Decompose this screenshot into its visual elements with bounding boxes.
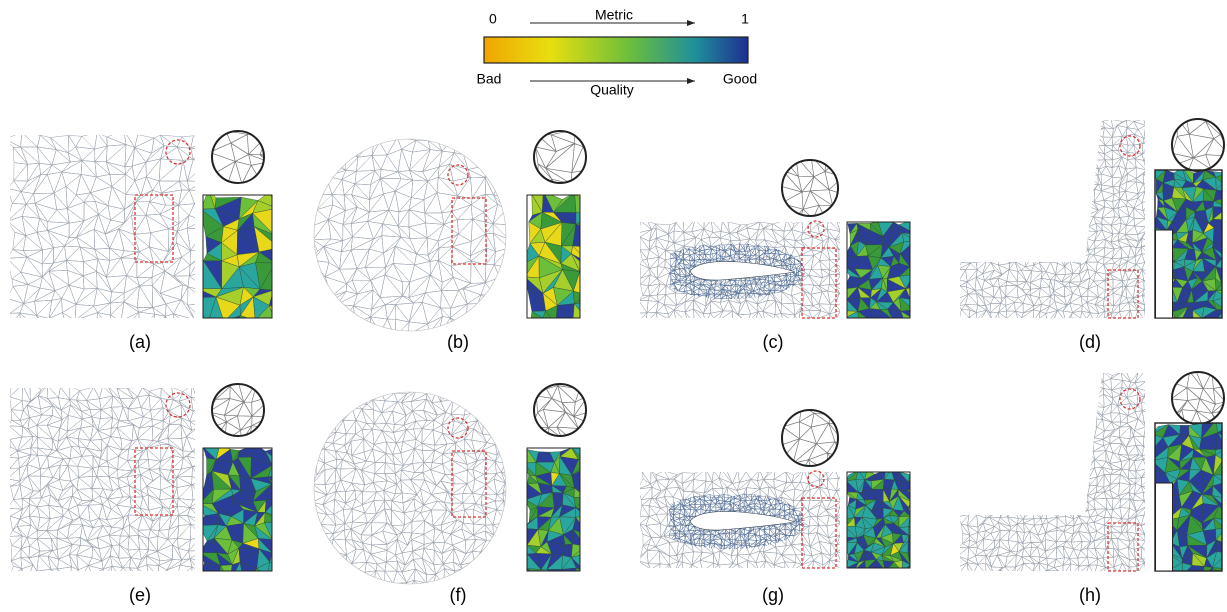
- inset-white: [1156, 230, 1173, 318]
- bad-label: Bad: [477, 71, 502, 87]
- quality-inset: [199, 444, 298, 595]
- highlight: [808, 471, 824, 487]
- max-label: 1: [741, 11, 749, 27]
- min-label: 0: [489, 11, 497, 27]
- panel-label: (d): [1079, 332, 1101, 352]
- quality-inset: [197, 190, 299, 345]
- panel-label: (a): [129, 332, 151, 352]
- mesh: [958, 118, 1163, 331]
- highlight: [448, 165, 468, 185]
- figure: 0 Metric 1 Bad Quality Good (a) (b) (c) (d)…: [0, 0, 1227, 607]
- highlight: [1120, 389, 1140, 409]
- metric-label: Metric: [595, 7, 633, 23]
- highlight: [166, 140, 190, 164]
- panel-label: (g): [762, 585, 784, 605]
- airfoil: [690, 261, 795, 280]
- panel-label: (h): [1079, 585, 1101, 605]
- inset-white: [1156, 483, 1173, 571]
- quality-inset: [524, 192, 612, 345]
- panel-label: (b): [447, 332, 469, 352]
- quality-label: Quality: [590, 82, 634, 98]
- mesh: [311, 389, 527, 606]
- good-label: Good: [723, 71, 757, 87]
- highlight: [802, 248, 836, 318]
- highlight: [1120, 136, 1140, 156]
- mesh: [7, 385, 213, 591]
- panel-label: (e): [129, 585, 151, 605]
- legend: 0 Metric 1 Bad Quality Good: [477, 7, 758, 98]
- colorbar: [484, 37, 748, 63]
- panel-label: (c): [763, 332, 784, 352]
- panel-label: (f): [450, 585, 467, 605]
- highlight: [452, 198, 486, 264]
- quality-inset: [523, 444, 603, 595]
- mesh: [5, 131, 224, 349]
- mesh: [957, 371, 1162, 584]
